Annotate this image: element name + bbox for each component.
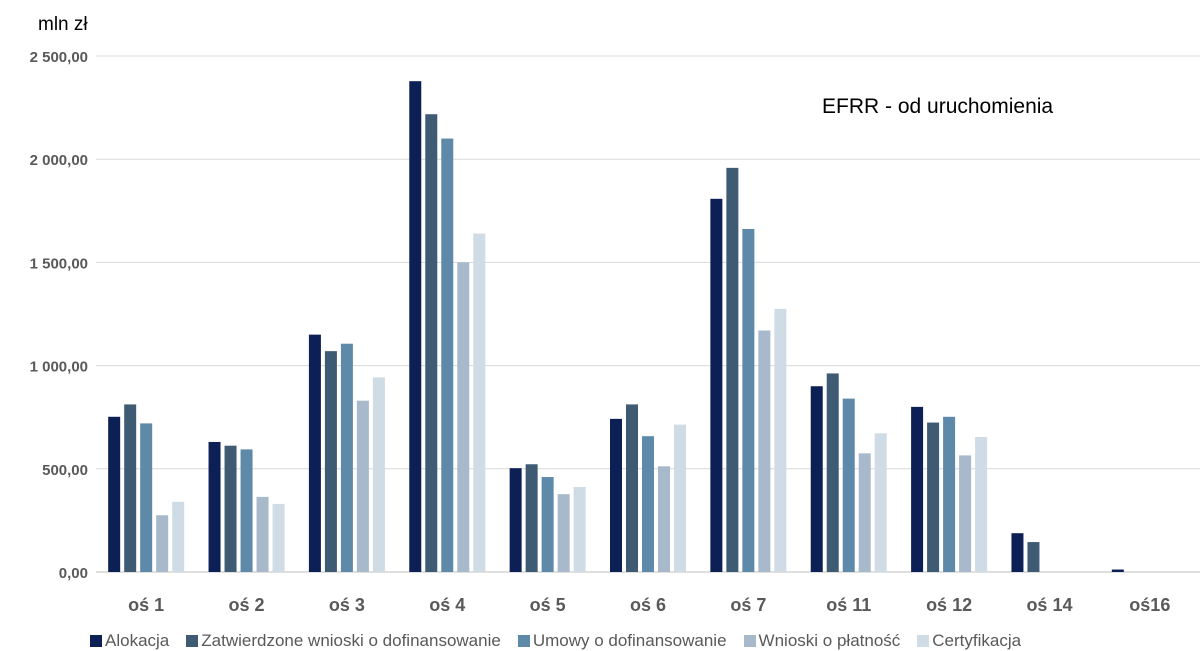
chart-title: EFRR - od uruchomienia (822, 95, 1054, 118)
bar (642, 436, 654, 572)
bar (610, 418, 622, 572)
bar (1027, 542, 1040, 572)
bar (674, 424, 686, 572)
y-tick-label: 0,00 (59, 565, 88, 582)
x-axis-ticks: oś 1 oś 2 oś 3 oś 4 oś 5 oś 6 oś 7 oś 11 oś 12 oś… (128, 595, 1170, 615)
bar (224, 445, 237, 572)
x-tick-label: oś 4 (429, 595, 465, 615)
legend-swatch (517, 634, 530, 647)
legend-item: Wnioski o płatność (743, 630, 901, 651)
bar (108, 416, 121, 572)
bar (658, 466, 670, 572)
legend-swatch (917, 634, 930, 647)
bar (573, 486, 586, 572)
legend-label: Wnioski o płatność (758, 630, 901, 650)
bar (140, 423, 153, 572)
bar (172, 501, 185, 572)
bar (975, 437, 988, 572)
legend-label: Alokacja (105, 630, 170, 650)
bar (826, 373, 839, 572)
bar (541, 477, 554, 572)
bar (441, 138, 454, 572)
y-axis-unit-label: mln zł (38, 14, 88, 35)
legend-item: Umowy o dofinansowanie (517, 630, 727, 651)
bar (509, 468, 522, 572)
x-tick-label: oś 5 (530, 595, 566, 615)
legend-swatch (90, 634, 102, 647)
legend-item: Certyfikacja (917, 631, 1021, 651)
y-tick-label: 2 000,00 (30, 152, 88, 169)
x-tick-label: oś 11 (826, 595, 871, 615)
y-axis-ticks: 0,00 500,00 1 000,00 1 500,00 2 000,00 2 500,… (30, 49, 88, 582)
x-tick-label: oś 3 (329, 595, 365, 615)
legend-item: Alokacja (90, 631, 169, 651)
bar (758, 330, 771, 572)
x-tick-label: oś 1 (128, 595, 164, 615)
bar (858, 453, 871, 572)
bar (557, 494, 570, 572)
bar (425, 114, 438, 572)
bar (842, 398, 855, 572)
bar (943, 416, 956, 572)
bar (324, 351, 337, 572)
bar (874, 433, 887, 572)
x-tick-label: oś 7 (730, 595, 766, 615)
x-tick-label: oś 6 (630, 595, 666, 615)
bar (959, 455, 972, 572)
bar (710, 198, 723, 572)
bar (525, 464, 538, 572)
bar (240, 449, 253, 572)
bar (308, 334, 321, 572)
bar (742, 228, 755, 572)
bar (911, 406, 924, 572)
legend-swatch (743, 634, 756, 647)
bar (372, 377, 385, 572)
bar (626, 404, 638, 572)
bar (409, 81, 422, 573)
bar (356, 400, 369, 572)
y-tick-label: 2 500,00 (30, 49, 88, 66)
bar (457, 262, 470, 572)
x-tick-label: oś 2 (229, 595, 265, 615)
x-tick-label: oś16 (1129, 595, 1170, 615)
y-tick-label: 1 000,00 (30, 359, 88, 376)
bars (108, 81, 1124, 573)
bar (774, 308, 787, 572)
y-tick-label: 500,00 (42, 462, 88, 479)
legend-label: Certyfikacja (932, 630, 1022, 650)
legend-label: Umowy o dofinansowanie (532, 630, 727, 650)
bar (208, 441, 221, 572)
bar (124, 404, 137, 572)
x-tick-label: oś 14 (1026, 595, 1072, 615)
bar (272, 503, 285, 572)
bar (256, 496, 269, 572)
bar (1011, 533, 1024, 572)
bar (810, 386, 823, 572)
x-tick-label: oś 12 (926, 595, 972, 615)
legend-item: Zatwierdzone wnioski o dofinansowanie (186, 631, 501, 651)
bar (156, 515, 169, 572)
y-tick-label: 1 500,00 (30, 255, 88, 272)
bar (1111, 569, 1124, 572)
legend-label: Zatwierdzone wnioski o dofinansowanie (201, 630, 501, 650)
bar (726, 167, 739, 572)
legend: Alokacja Zatwierdzone wnioski o dofinanso… (90, 630, 1200, 651)
bar (340, 343, 353, 572)
legend-swatch (186, 634, 199, 647)
bar (473, 233, 486, 572)
bar (927, 422, 940, 572)
